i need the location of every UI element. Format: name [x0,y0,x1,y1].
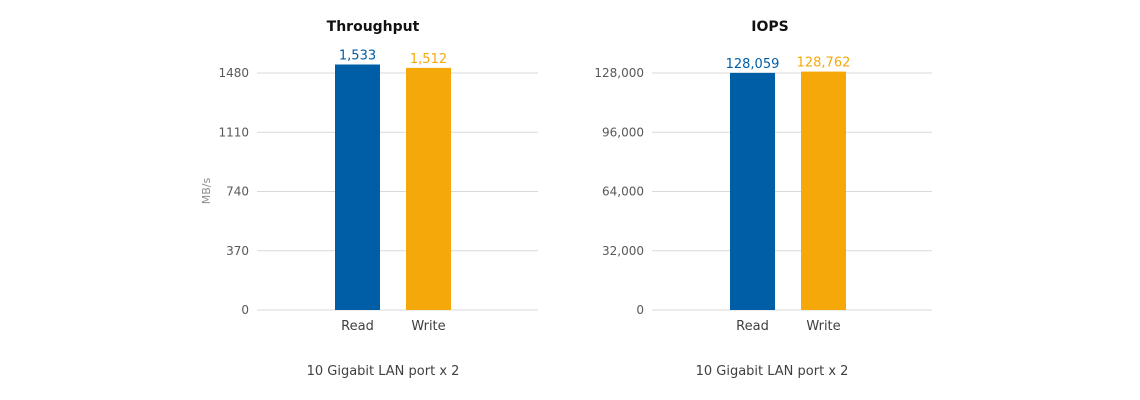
y-tick-label: 1110 [218,125,249,139]
x-axis-caption: 10 Gigabit LAN port x 2 [307,364,460,379]
x-axis-caption: 10 Gigabit LAN port x 2 [696,364,849,379]
y-tick-label: 0 [636,303,644,317]
y-tick-label: 64,000 [602,185,644,199]
chart-title: IOPS [751,19,788,35]
iops-marks: 0 32,000 64,000 96,000 128,000 128,059 Read 128… [594,56,932,334]
data-label: 128,762 [797,56,851,71]
bar-read [335,64,380,310]
throughput-chart: Throughput MB/s 10 Gigabit LAN port x 2 … [200,19,538,379]
chart-title: Throughput [327,19,420,35]
iops-chart: IOPS 10 Gigabit LAN port x 2 0 32,000 64,0… [594,19,932,379]
data-label: 128,059 [726,57,780,72]
y-axis-label: MB/s [200,177,213,204]
category-label: Write [411,319,445,334]
category-label: Write [806,319,840,334]
bar-write [801,71,846,310]
throughput-marks: 0 370 740 1110 1480 1,533 Read 1,512 Write [218,49,538,334]
y-tick-label: 0 [241,303,249,317]
y-tick-label: 370 [226,244,249,258]
data-label: 1,533 [339,49,376,64]
data-label: 1,512 [410,52,447,67]
y-tick-label: 32,000 [602,244,644,258]
y-tick-label: 96,000 [602,125,644,139]
category-label: Read [341,319,374,334]
category-label: Read [736,319,769,334]
bar-write [406,67,451,311]
y-tick-label: 128,000 [594,66,644,80]
y-tick-label: 1480 [218,66,249,80]
y-tick-label: 740 [226,185,249,199]
bar-read [730,72,775,311]
